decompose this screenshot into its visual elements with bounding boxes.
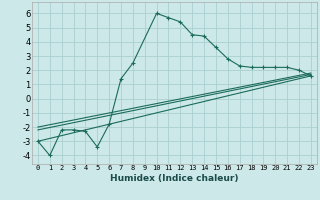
X-axis label: Humidex (Indice chaleur): Humidex (Indice chaleur) (110, 174, 239, 183)
